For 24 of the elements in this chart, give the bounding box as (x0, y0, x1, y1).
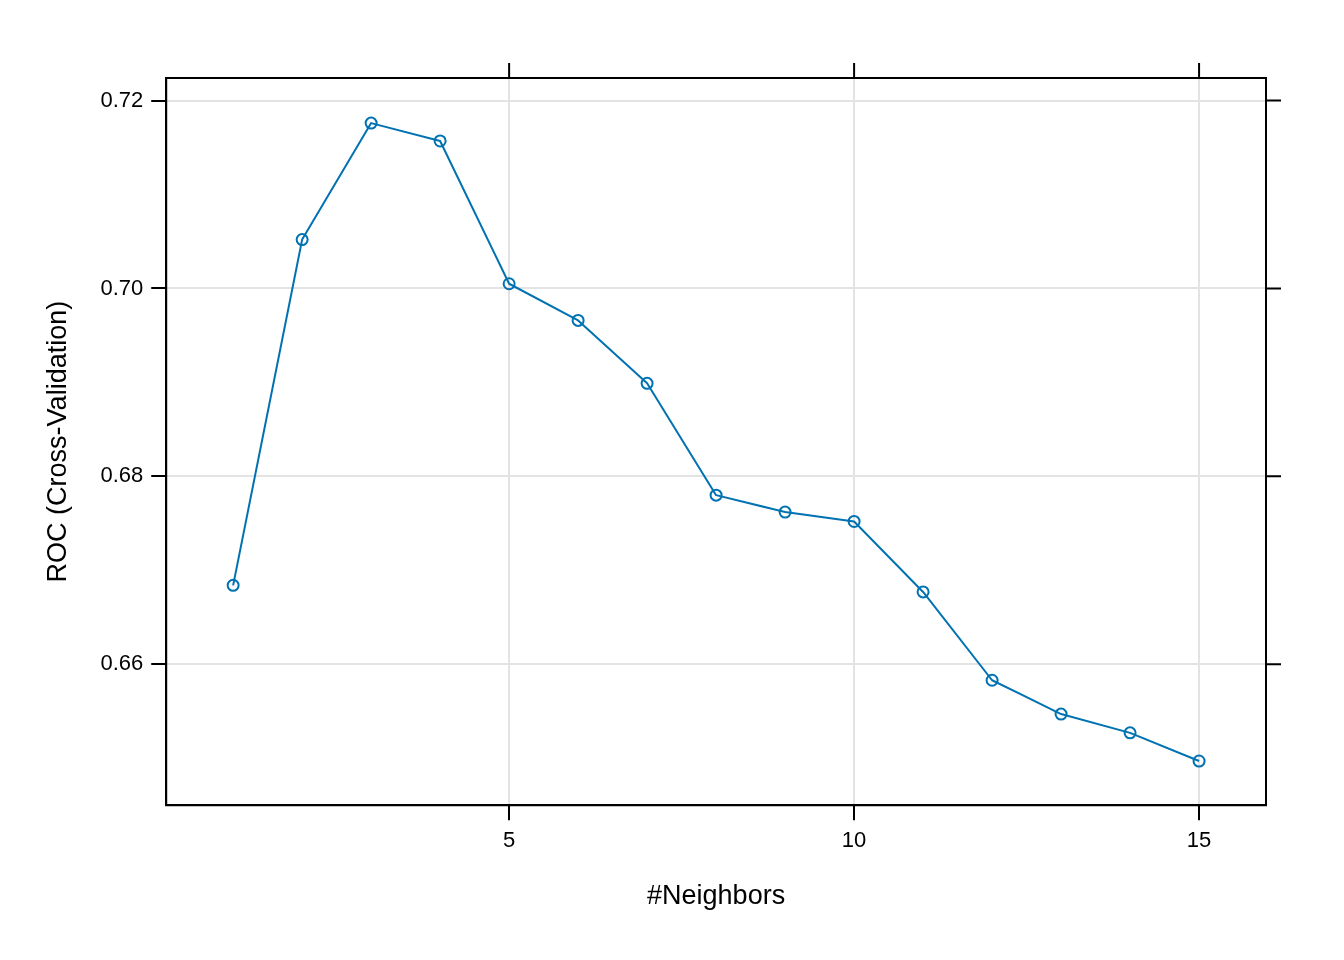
point (916, 585, 930, 599)
point (985, 673, 999, 687)
point (571, 313, 585, 327)
point (226, 578, 240, 592)
x-axis-title: #Neighbors (647, 880, 786, 911)
y-tick-label: 0.66 (100, 650, 144, 676)
y-tick-label: 0.72 (100, 86, 144, 112)
point (709, 488, 723, 502)
point (1192, 754, 1206, 768)
y-tick-label: 0.70 (100, 274, 144, 300)
point (640, 376, 654, 390)
x-tick-label: 5 (503, 827, 516, 853)
point (433, 134, 447, 148)
point (1054, 707, 1068, 721)
point (1123, 726, 1137, 740)
x-tick-label: 15 (1186, 827, 1212, 853)
x-tick-label: 10 (841, 827, 867, 853)
y-axis-title: ROC (Cross-Validation) (41, 300, 72, 583)
point (778, 505, 792, 519)
point (364, 116, 378, 130)
point (847, 514, 861, 528)
point (502, 277, 516, 291)
point (295, 233, 309, 247)
y-tick-label: 0.68 (100, 462, 144, 488)
